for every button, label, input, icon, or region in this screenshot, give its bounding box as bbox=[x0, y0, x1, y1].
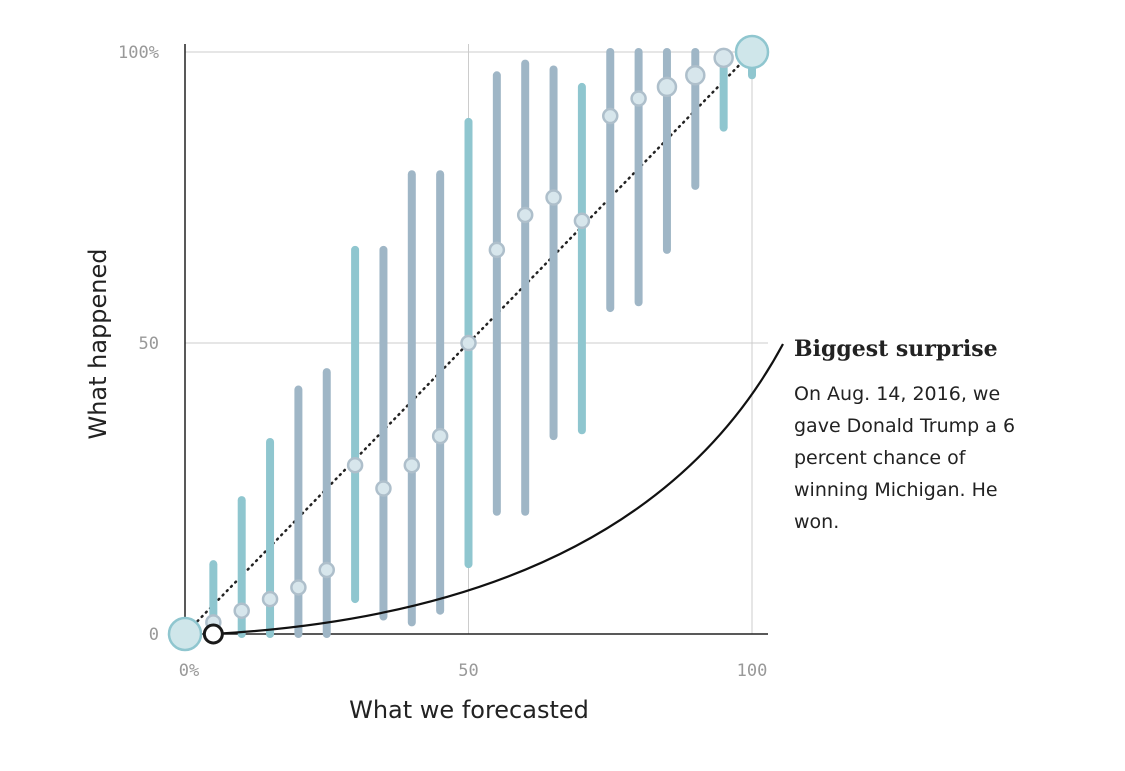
annotation-line-5: won. bbox=[794, 511, 839, 533]
annotation-line-2: gave Donald Trump a 6 bbox=[794, 415, 1015, 437]
y-tick-label-0: 0 bbox=[149, 625, 159, 645]
x-tick-label-2: 100 bbox=[737, 661, 768, 681]
data-point-13 bbox=[545, 189, 562, 206]
callout-curve bbox=[213, 343, 784, 636]
y-tick-label-2: 100% bbox=[118, 43, 159, 63]
data-point-10 bbox=[460, 334, 477, 352]
annotation-title: Biggest surprise bbox=[794, 336, 998, 362]
data-point-20 bbox=[734, 34, 770, 70]
annotation-line-3: percent chance of bbox=[794, 447, 967, 469]
data-point-2 bbox=[233, 602, 250, 619]
data-point-8 bbox=[403, 456, 421, 474]
interval-bars bbox=[209, 48, 756, 638]
data-points bbox=[167, 34, 770, 652]
y-tick-label-1: 50 bbox=[139, 334, 159, 354]
axes bbox=[184, 44, 768, 635]
data-point-9 bbox=[431, 427, 449, 445]
perfect-calibration-line bbox=[183, 50, 754, 636]
labels: What we forecasted What happened Biggest… bbox=[84, 43, 1015, 724]
data-point-15 bbox=[602, 107, 619, 125]
data-point-16 bbox=[630, 90, 647, 107]
highlighted-point bbox=[202, 623, 224, 645]
x-axis-title: What we forecasted bbox=[349, 696, 589, 724]
data-point-18 bbox=[685, 65, 706, 86]
data-point-17 bbox=[656, 76, 678, 98]
data-point-14 bbox=[573, 212, 591, 230]
annotation-line-4: winning Michigan. He bbox=[794, 479, 998, 501]
data-point-11 bbox=[488, 241, 506, 259]
callout-layer bbox=[202, 343, 784, 645]
annotation-line-1: On Aug. 14, 2016, we bbox=[794, 383, 1000, 405]
data-point-19 bbox=[713, 47, 734, 69]
y-axis-title: What happened bbox=[84, 248, 112, 439]
reference-line-layer bbox=[183, 50, 754, 636]
x-tick-label-1: 50 bbox=[458, 661, 478, 681]
data-point-4 bbox=[290, 579, 307, 596]
data-point-3 bbox=[261, 590, 279, 608]
data-point-0 bbox=[167, 616, 203, 652]
data-point-7 bbox=[375, 480, 392, 497]
data-point-12 bbox=[516, 206, 534, 224]
data-point-6 bbox=[346, 456, 364, 474]
x-tick-label-0: 0% bbox=[179, 661, 199, 681]
data-point-5 bbox=[318, 561, 335, 579]
